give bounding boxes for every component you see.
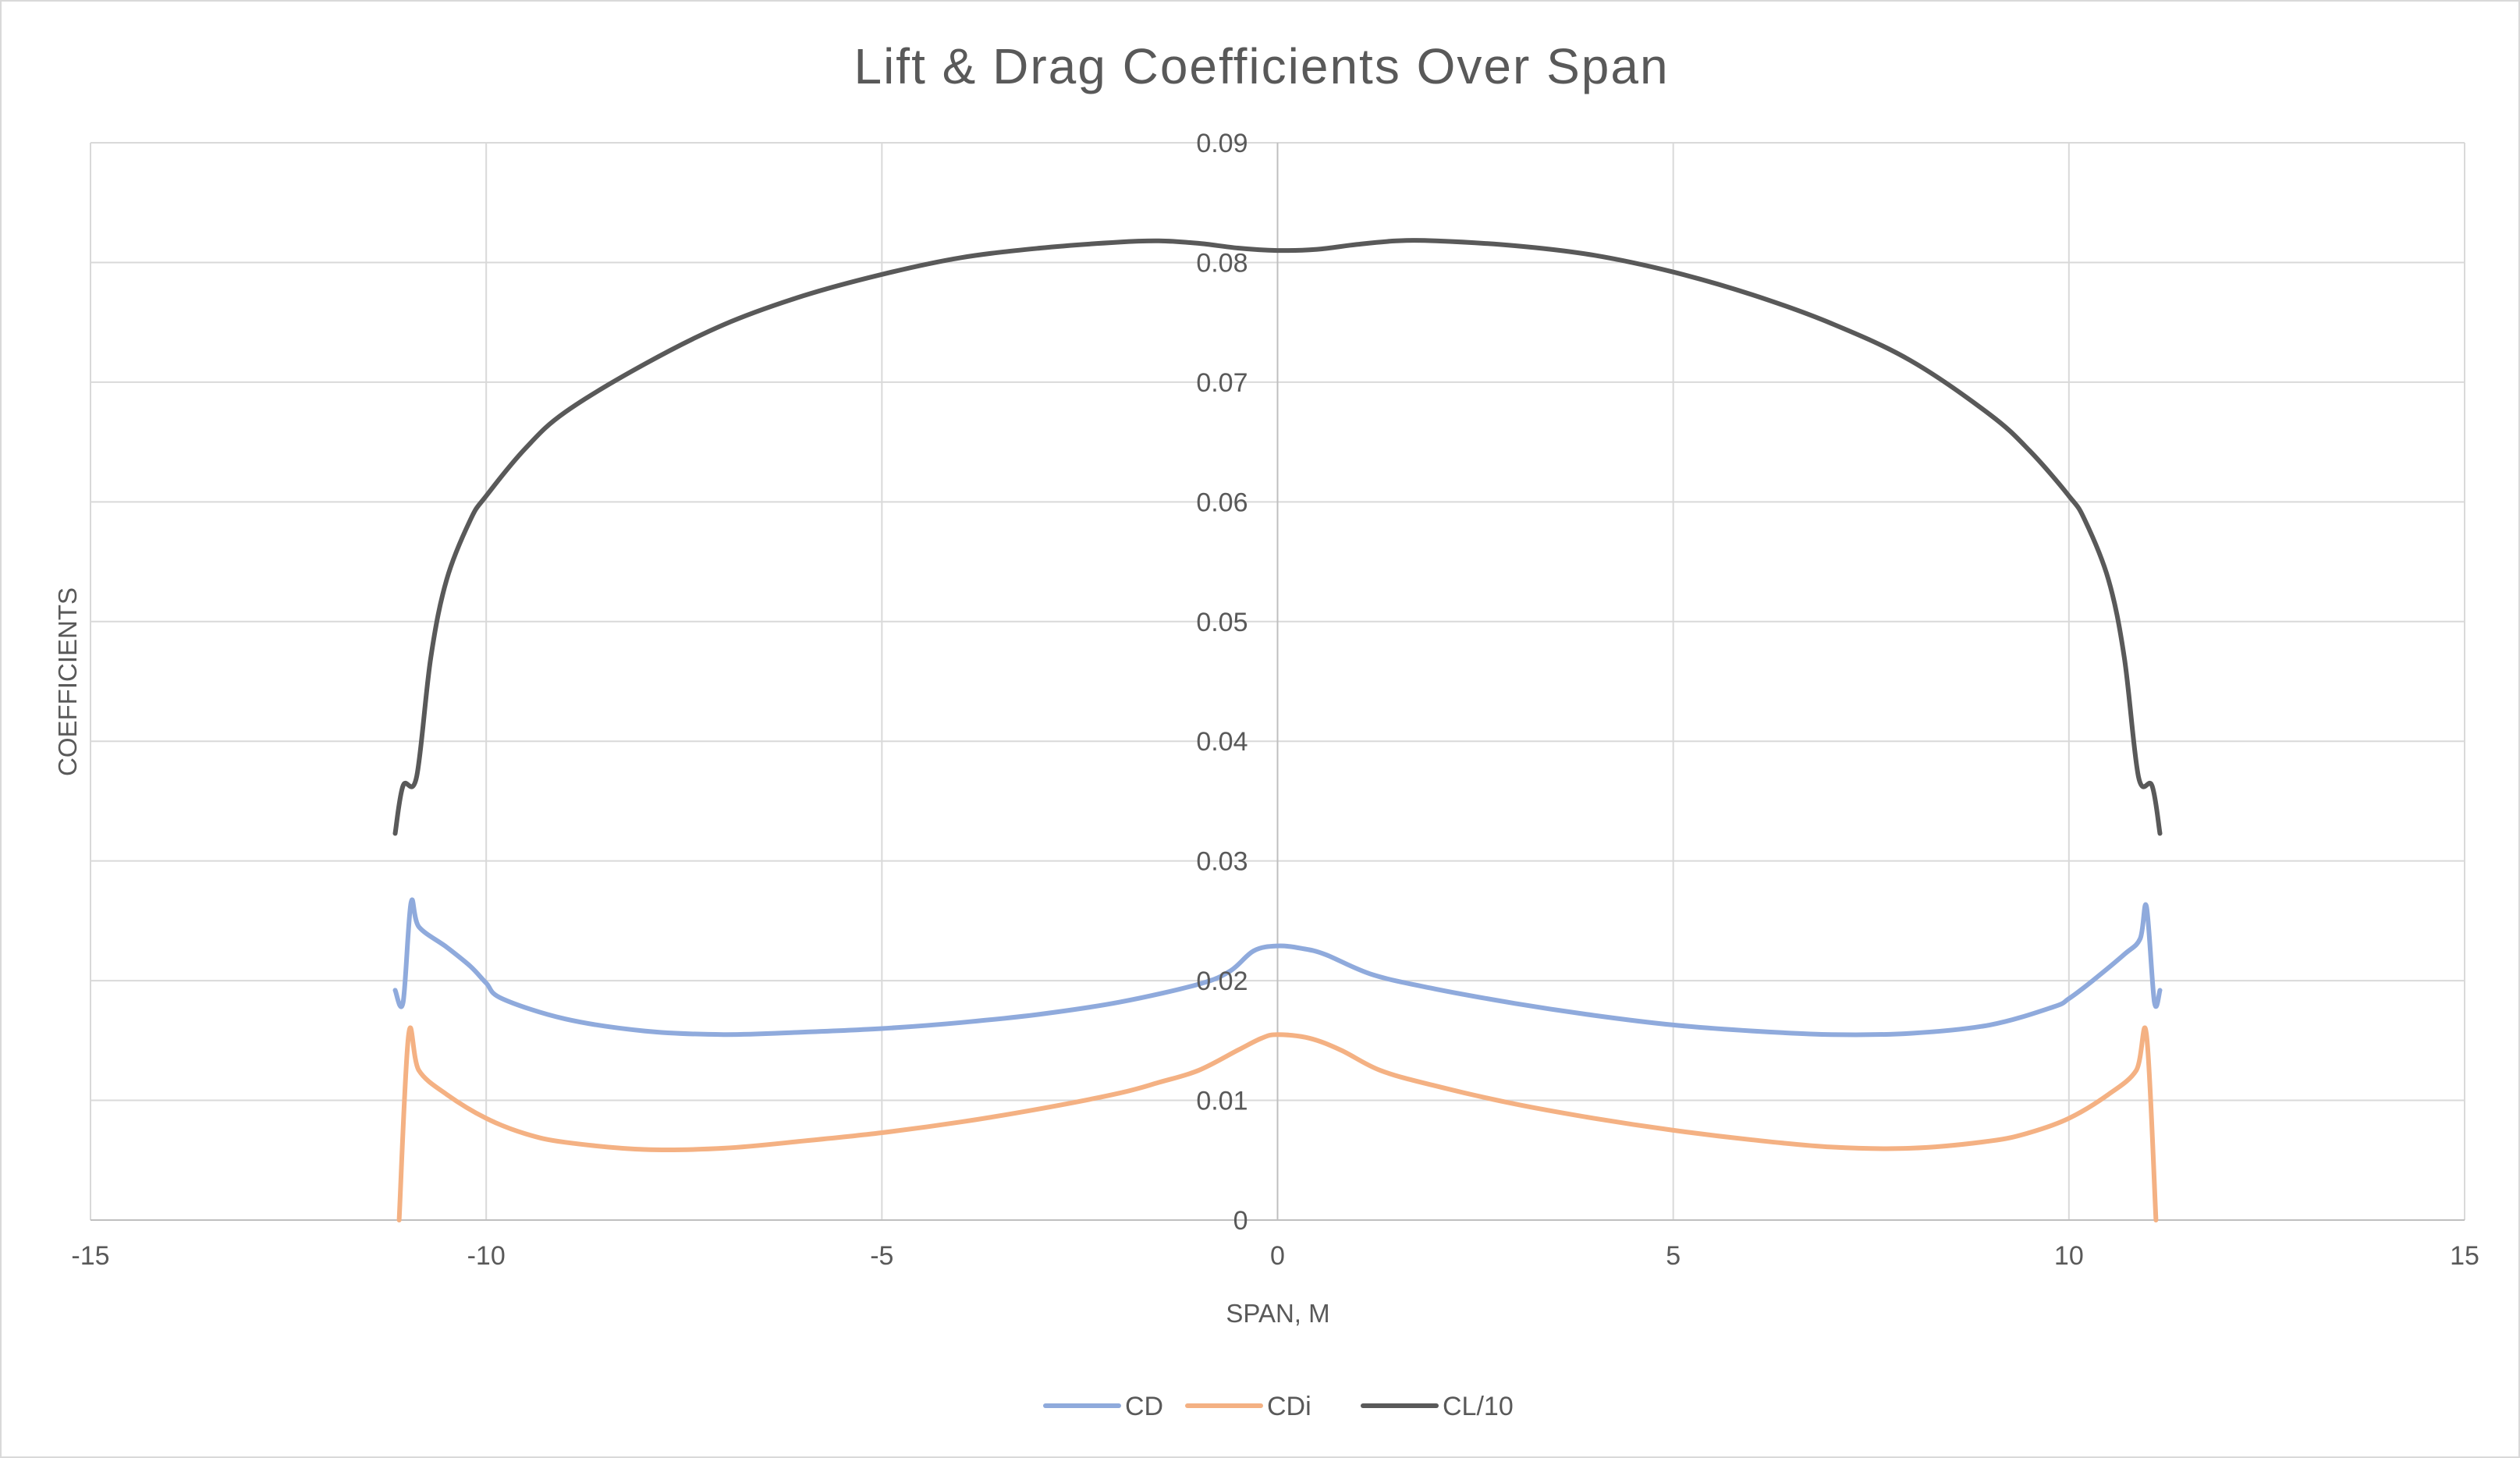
y-tick-label: 0.01	[1196, 1087, 1248, 1116]
legend-label-cl-10: CL/10	[1443, 1392, 1514, 1421]
legend: CD CDi CL/10	[1043, 1392, 1514, 1421]
x-tick-label: 0	[1270, 1241, 1285, 1271]
y-tick-label: 0.05	[1196, 608, 1248, 637]
legend-label-cd: CD	[1125, 1392, 1163, 1421]
x-tick-label: 15	[2450, 1241, 2479, 1271]
series-line-cl-10	[392, 238, 2163, 836]
y-axis-label: COEFFICIENTS	[53, 587, 82, 776]
series-lines	[392, 238, 2163, 1222]
x-tick-label: 5	[1666, 1241, 1681, 1271]
x-tick-label: -15	[71, 1241, 109, 1271]
tick-labels: 0 0.01 0.02 0.03 0.04 0.05 0.06 0.07 0.08 0.09 -15…	[71, 129, 2479, 1271]
y-tick-label: 0	[1233, 1206, 1248, 1236]
x-tick-label: -5	[870, 1241, 893, 1271]
x-axis-label: SPAN, M	[1226, 1299, 1329, 1328]
series-line-cd	[392, 897, 2163, 1038]
y-tick-label: 0.09	[1196, 129, 1248, 158]
y-tick-label: 0.06	[1196, 488, 1248, 517]
legend-label-cdi: CDi	[1267, 1392, 1311, 1421]
y-tick-label: 0.08	[1196, 248, 1248, 278]
y-tick-label: 0.03	[1196, 847, 1248, 877]
y-tick-label: 0.02	[1196, 967, 1248, 996]
series-line-cdi	[396, 1025, 2159, 1222]
axes	[91, 143, 2465, 1221]
chart-title: Lift & Drag Coefficients Over Span	[854, 38, 1669, 94]
x-tick-label: 10	[2054, 1241, 2084, 1271]
x-tick-label: -10	[467, 1241, 506, 1271]
y-tick-label: 0.04	[1196, 727, 1248, 757]
y-tick-label: 0.07	[1196, 368, 1248, 398]
